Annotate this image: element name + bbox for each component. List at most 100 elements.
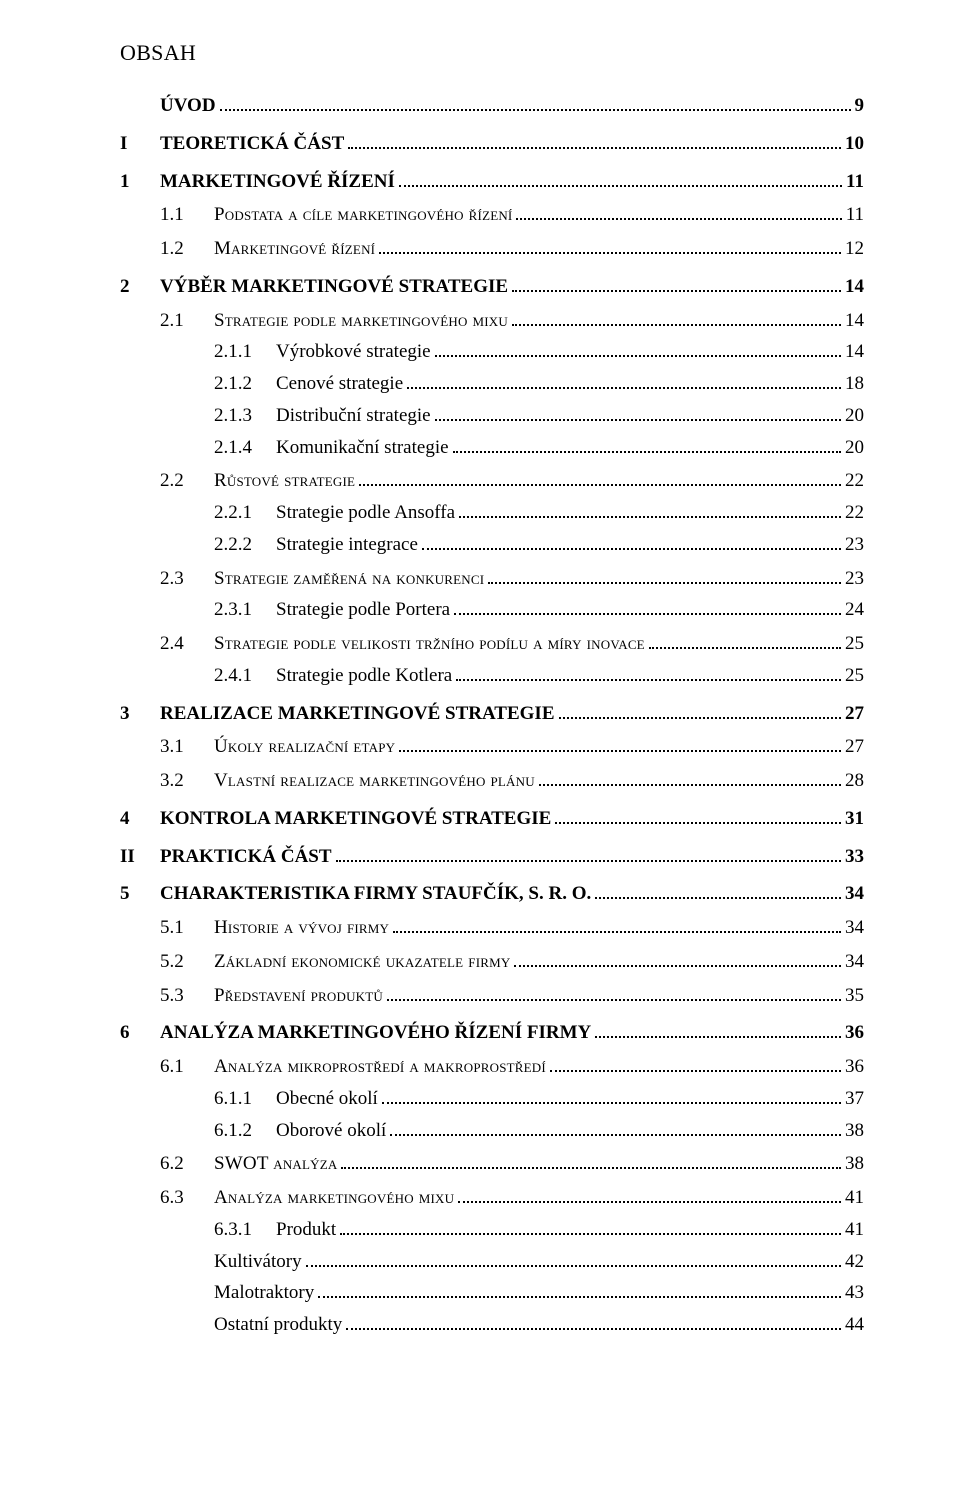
toc-entry: Kultivátory42	[214, 1250, 864, 1274]
toc-entry-label: Komunikační strategie	[276, 436, 449, 460]
toc-entry: 2.1.4Komunikační strategie20	[214, 436, 864, 460]
toc-entry-page: 14	[845, 340, 864, 364]
toc-entry-label: Distribuční strategie	[276, 404, 431, 428]
toc-entry-label: SWOT analýza	[214, 1152, 337, 1176]
toc-entry: 6.1Analýza mikroprostředí a makroprostře…	[160, 1055, 864, 1079]
toc-entry: Ostatní produkty 44	[214, 1313, 864, 1337]
toc-entry-label: Marketingové řízení	[214, 237, 375, 261]
toc-entry-page: 18	[845, 372, 864, 396]
toc-leader-dots	[390, 1123, 841, 1135]
toc-entry-page: 34	[845, 916, 864, 940]
toc-entry-label: MARKETINGOVÉ ŘÍZENÍ	[160, 170, 395, 194]
toc-entry-page: 25	[845, 664, 864, 688]
toc-entry-label: Strategie podle Portera	[276, 598, 450, 622]
toc-entry-label: Ostatní produkty	[214, 1313, 342, 1337]
toc-entry-label: Vlastní realizace marketingového plánu	[214, 769, 535, 793]
toc-entry: Malotraktory43	[214, 1281, 864, 1305]
toc-entry-page: 11	[846, 203, 864, 227]
toc-entry: 1.1Podstata a cíle marketingového řízení…	[160, 203, 864, 227]
toc-entry-number: 2.2	[160, 469, 214, 493]
toc-entry-page: 43	[845, 1281, 864, 1305]
toc-entry-number: 2.1.2	[214, 372, 276, 396]
toc-entry: 2VÝBĚR MARKETINGOVÉ STRATEGIE14	[120, 275, 864, 299]
toc-entry: 6.3Analýza marketingového mixu41	[160, 1186, 864, 1210]
toc-entry-number: I	[120, 132, 160, 156]
toc-entry: 2.4.1Strategie podle Kotlera25	[214, 664, 864, 688]
toc-entry: 2.3.1Strategie podle Portera24	[214, 598, 864, 622]
toc-entry-label: Výrobkové strategie	[276, 340, 431, 364]
toc-entry: 3REALIZACE MARKETINGOVÉ STRATEGIE27	[120, 702, 864, 726]
toc-entry: ÚVOD 9	[160, 94, 864, 118]
toc-entry-page: 44	[845, 1313, 864, 1337]
toc-entry-number: 1.1	[160, 203, 214, 227]
toc-entry-number: 5	[120, 882, 160, 906]
toc-entry-label: Obecné okolí	[276, 1087, 378, 1111]
toc-entry-label: VÝBĚR MARKETINGOVÉ STRATEGIE	[160, 275, 508, 299]
toc-entry-page: 28	[845, 769, 864, 793]
toc-entry-label: Růstové strategie	[214, 469, 355, 493]
toc-entry-number: 2	[120, 275, 160, 299]
toc-entry-number: 2.1.4	[214, 436, 276, 460]
toc-entry-label: PRAKTICKÁ ČÁST	[160, 845, 332, 869]
toc-entry-label: ÚVOD	[160, 94, 216, 118]
toc-entry-number: 6.1.2	[214, 1119, 276, 1143]
toc-leader-dots	[555, 811, 841, 823]
toc-entry-page: 34	[845, 950, 864, 974]
toc-entry-page: 23	[845, 567, 864, 591]
toc-entry: IIPRAKTICKÁ ČÁST33	[120, 845, 864, 869]
toc-entry-page: 27	[845, 702, 864, 726]
toc-leader-dots	[456, 668, 841, 680]
toc-entry: 2.2.2Strategie integrace23	[214, 533, 864, 557]
toc-entry-number: 6.3	[160, 1186, 214, 1210]
toc-entry-number: 2.2.2	[214, 533, 276, 557]
toc-entry-page: 37	[845, 1087, 864, 1111]
toc-entry-label: Historie a vývoj firmy	[214, 916, 389, 940]
toc-entry: 2.2.1Strategie podle Ansoffa22	[214, 501, 864, 525]
toc-entry-number: 4	[120, 807, 160, 831]
toc-entry: ITEORETICKÁ ČÁST 10	[120, 132, 864, 156]
toc-entry-number: 6.1.1	[214, 1087, 276, 1111]
toc-leader-dots	[399, 740, 841, 752]
toc-entry: 2.3Strategie zaměřená na konkurenci23	[160, 567, 864, 591]
toc-entry-label: Strategie podle velikosti tržního podílu…	[214, 632, 645, 656]
toc-entry-label: KONTROLA MARKETINGOVÉ STRATEGIE	[160, 807, 551, 831]
toc-leader-dots	[512, 313, 841, 325]
toc-leader-dots	[539, 774, 841, 786]
toc-leader-dots	[514, 954, 841, 966]
toc-entry-page: 27	[845, 735, 864, 759]
toc-entry-label: Podstata a cíle marketingového řízení	[214, 203, 512, 227]
toc-leader-dots	[382, 1091, 841, 1103]
toc-entry-page: 34	[845, 882, 864, 906]
toc-entry-page: 41	[845, 1186, 864, 1210]
toc-entry-page: 25	[845, 632, 864, 656]
toc-entry-number: 2.3	[160, 567, 214, 591]
toc-entry-number: 5.3	[160, 984, 214, 1008]
toc-leader-dots	[340, 1222, 841, 1234]
toc-entry-page: 31	[845, 807, 864, 831]
toc-leader-dots	[422, 537, 841, 549]
toc-entry-page: 12	[845, 237, 864, 261]
toc-entry-page: 9	[855, 94, 865, 118]
toc-entry-number: 3.2	[160, 769, 214, 793]
toc-leader-dots	[393, 921, 841, 933]
toc-entry-page: 20	[845, 404, 864, 428]
toc-entry-page: 14	[845, 309, 864, 333]
toc-entry-label: TEORETICKÁ ČÁST	[160, 132, 344, 156]
toc-entry-number: 2.3.1	[214, 598, 276, 622]
toc-entry: 2.2Růstové strategie22	[160, 469, 864, 493]
toc-entry-number: 2.1.3	[214, 404, 276, 428]
toc-leader-dots	[512, 279, 841, 291]
toc-entry-page: 22	[845, 501, 864, 525]
toc-entry-page: 10	[845, 132, 864, 156]
toc-leader-dots	[306, 1254, 841, 1266]
toc-entry-label: ANALÝZA MARKETINGOVÉHO ŘÍZENÍ FIRMY	[160, 1021, 591, 1045]
toc-entry-number: 1	[120, 170, 160, 194]
toc-entry-number: 2.2.1	[214, 501, 276, 525]
toc-leader-dots	[318, 1286, 841, 1298]
toc-leader-dots	[359, 474, 841, 486]
toc-entry-page: 11	[846, 170, 864, 194]
toc-leader-dots	[379, 242, 841, 254]
toc-entry-page: 33	[845, 845, 864, 869]
toc-entry-page: 42	[845, 1250, 864, 1274]
toc-entry: 6.3.1Produkt41	[214, 1218, 864, 1242]
